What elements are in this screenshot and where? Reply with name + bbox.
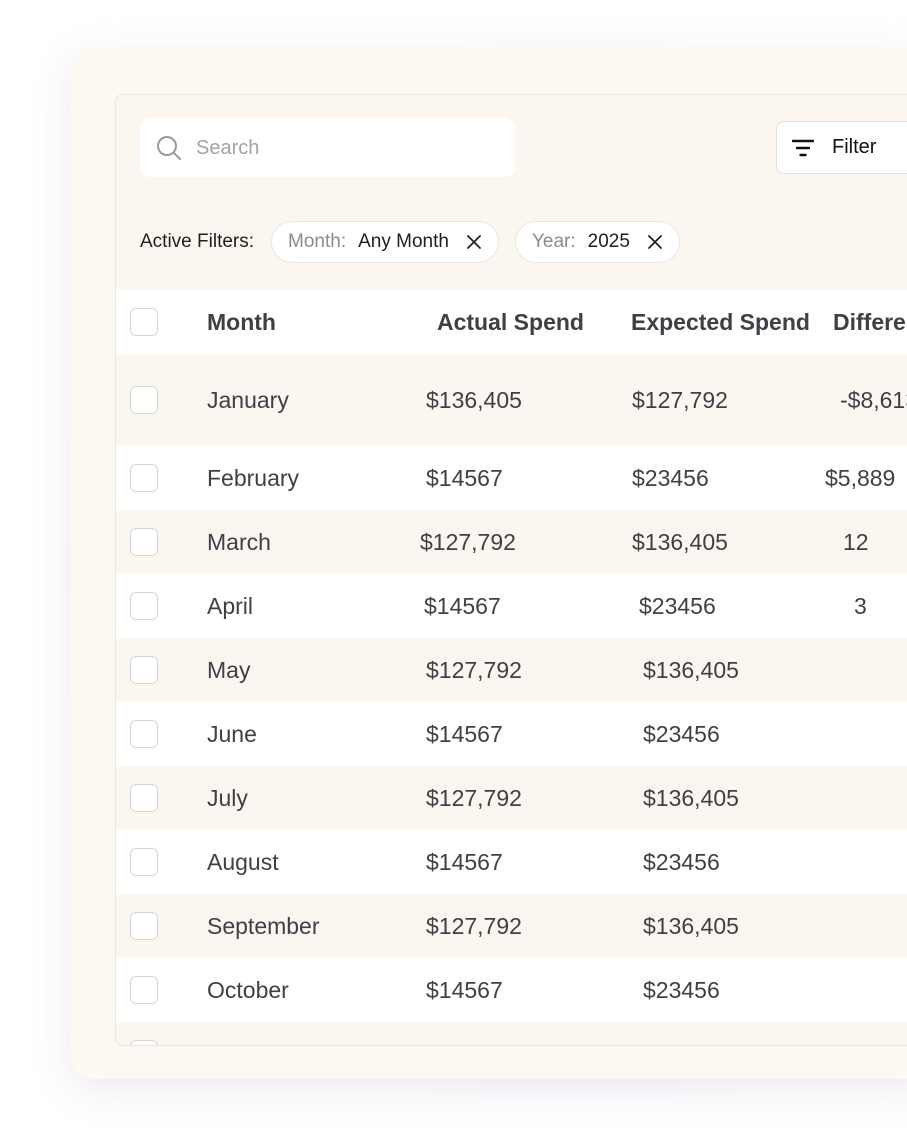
cell-expected-spend: $23456 [643,848,720,875]
filter-button[interactable]: Filter [776,121,907,174]
cell-difference [825,894,907,958]
table-row[interactable]: July $127,792 $136,405 [116,766,907,830]
cell-actual-spend: $14567 [424,592,501,619]
cell-actual-spend: $136,405 [426,386,522,413]
filter-button-label: Filter [832,136,877,158]
filter-icon [792,139,814,156]
cell-actual-spend: $14567 [426,464,503,491]
search-input[interactable] [194,118,498,179]
row-checkbox[interactable] [130,720,158,748]
close-icon[interactable] [466,234,482,250]
row-checkbox[interactable] [130,912,158,940]
column-header-expected-spend[interactable]: Expected Spend [631,308,810,335]
search-icon [157,136,181,160]
cell-month: September [207,912,320,939]
table-row[interactable]: March $127,792 $136,405 12 [116,510,907,574]
cell-actual-spend: $14567 [426,720,503,747]
cell-actual-spend: $127,792 [426,784,522,811]
cell-difference: 12 [843,528,869,555]
table-row[interactable]: October $14567 $23456 [116,958,907,1022]
cell-expected-spend: $23456 [643,720,720,747]
cell-actual-spend: $14567 [426,976,503,1003]
cell-expected-spend: $127,792 [632,386,728,413]
row-checkbox[interactable] [130,592,158,620]
filter-chip-month: Month: Any Month [271,221,499,263]
cell-month: May [207,656,251,683]
row-checkbox[interactable] [130,1040,158,1045]
table-row[interactable]: February $14567 $23456 $5,889 [116,446,907,510]
table-row[interactable]: April $14567 $23456 3 [116,574,907,638]
cell-difference [825,958,907,1022]
cell-actual-spend: $127,792 [426,656,522,683]
cell-difference: -$8,613 [840,386,907,413]
cell-difference: $5,889 [825,464,896,491]
cell-month: April [207,592,254,619]
cell-expected-spend: $23456 [643,976,720,1003]
cell-expected-spend: $23456 [639,592,716,619]
row-checkbox[interactable] [130,784,158,812]
row-checkbox[interactable] [130,848,158,876]
table-panel: Filter Active Filters: Month: Any Month … [115,94,907,1046]
table-row[interactable] [116,1022,907,1045]
close-icon[interactable] [647,234,663,250]
cell-difference: 3 [854,592,867,619]
cell-difference [825,766,907,830]
row-checkbox[interactable] [130,976,158,1004]
chip-key: Month: [288,231,347,252]
cell-expected-spend: $136,405 [643,912,739,939]
table-row[interactable]: September $127,792 $136,405 [116,894,907,958]
chip-key: Year: [531,231,576,252]
cell-difference [825,702,907,766]
cell-month: March [207,528,271,555]
search-box[interactable] [140,118,515,179]
cell-difference [825,830,907,894]
cell-actual-spend: $127,792 [426,912,522,939]
cell-actual-spend: $14567 [426,848,503,875]
table-row[interactable]: August $14567 $23456 [116,830,907,894]
table-row[interactable]: June $14567 $23456 [116,702,907,766]
column-header-difference[interactable]: Difference [833,308,907,335]
cell-difference [825,638,907,702]
active-filters: Active Filters: Month: Any Month Year: 2… [140,220,696,264]
table-row[interactable]: January $136,405 $127,792 -$8,613 [116,354,907,446]
column-header-month[interactable]: Month [207,308,276,335]
chip-value: 2025 [587,231,630,252]
cell-month: February [207,464,300,491]
column-header-actual-spend[interactable]: Actual Spend [437,308,584,335]
cell-month: July [207,784,248,811]
cell-expected-spend: $136,405 [632,528,728,555]
row-checkbox[interactable] [130,386,158,414]
table-header-row: Month Actual Spend Expected Spend Differ… [116,290,907,354]
row-checkbox[interactable] [130,528,158,556]
chip-value: Any Month [358,231,449,252]
row-checkbox[interactable] [130,464,158,492]
row-checkbox[interactable] [130,656,158,684]
cell-expected-spend: $23456 [632,464,709,491]
cell-expected-spend: $136,405 [643,784,739,811]
cell-month: August [207,848,279,875]
filter-chip-year: Year: 2025 [514,221,680,263]
cell-expected-spend: $136,405 [643,656,739,683]
outer-card: Filter Active Filters: Month: Any Month … [71,49,907,1079]
cell-month: January [207,386,289,413]
cell-actual-spend: $127,792 [420,528,516,555]
spend-table: Month Actual Spend Expected Spend Differ… [116,290,907,1045]
cell-month: October [207,976,289,1003]
active-filters-label: Active Filters: [140,231,255,252]
table-row[interactable]: May $127,792 $136,405 [116,638,907,702]
select-all-checkbox[interactable] [130,308,158,336]
cell-month: June [207,720,257,747]
